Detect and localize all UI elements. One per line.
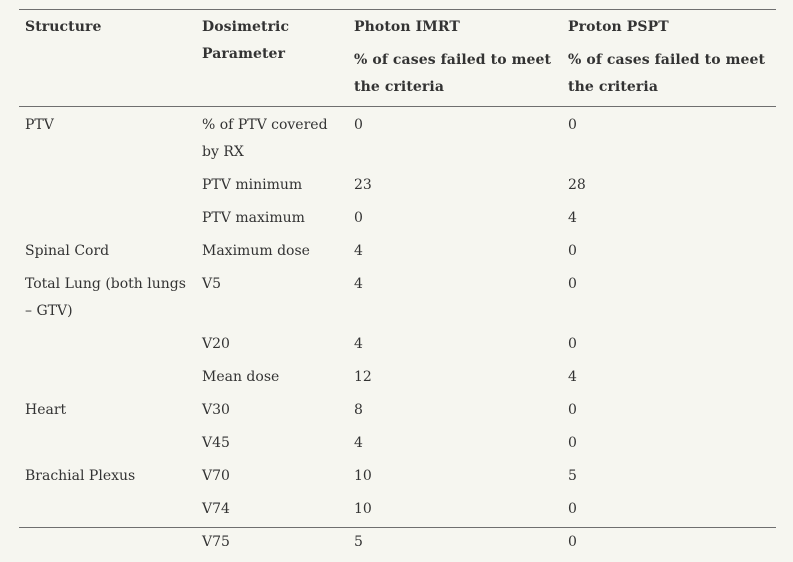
cell-pspt: 0 — [562, 271, 776, 331]
cell-imrt: 23 — [348, 172, 562, 205]
table-row: Heart V30 8 0 — [19, 397, 776, 430]
cell-pspt: 4 — [562, 205, 776, 238]
cell-imrt: 4 — [348, 271, 562, 331]
cell-parameter: % of PTV covered by RX — [196, 107, 348, 173]
table-row: Spinal Cord Maximum dose 4 0 — [19, 238, 776, 271]
header-pspt-title: Proton PSPT — [568, 14, 776, 41]
table-row: Brachial Plexus V70 10 5 — [19, 463, 776, 496]
header-structure-label: Structure — [25, 19, 102, 35]
header-imrt-title: Photon IMRT — [354, 14, 562, 41]
cell-parameter: PTV minimum — [196, 172, 348, 205]
table-row: PTV minimum 23 28 — [19, 172, 776, 205]
cell-pspt: 0 — [562, 430, 776, 463]
table-body: PTV % of PTV covered by RX 0 0 PTV minim… — [19, 107, 776, 562]
cell-parameter: V30 — [196, 397, 348, 430]
data-table: Structure Dosimetric Parameter Photon IM… — [19, 9, 776, 528]
cell-parameter: V75 — [196, 529, 348, 562]
cell-parameter: Mean dose — [196, 364, 348, 397]
cell-structure — [19, 430, 196, 463]
cell-imrt: 10 — [348, 496, 562, 529]
cell-imrt: 5 — [348, 529, 562, 562]
header-imrt-subtitle: % of cases failed to meet the criteria — [354, 47, 562, 101]
cell-structure: Heart — [19, 397, 196, 430]
cell-structure: Total Lung (both lungs – GTV) — [19, 271, 196, 331]
cell-parameter: V70 — [196, 463, 348, 496]
table-row: V20 4 0 — [19, 331, 776, 364]
table-row: V74 10 0 — [19, 496, 776, 529]
header-parameter-label: Dosimetric Parameter — [202, 19, 289, 62]
cell-structure: PTV — [19, 107, 196, 173]
cell-structure — [19, 172, 196, 205]
table-row: Mean dose 12 4 — [19, 364, 776, 397]
header-parameter: Dosimetric Parameter — [196, 10, 348, 107]
cell-pspt: 0 — [562, 331, 776, 364]
cell-imrt: 12 — [348, 364, 562, 397]
cell-structure: Brachial Plexus — [19, 463, 196, 496]
cell-imrt: 4 — [348, 430, 562, 463]
header-photon-imrt: Photon IMRT % of cases failed to meet th… — [348, 10, 562, 107]
cell-pspt: 4 — [562, 364, 776, 397]
cell-pspt: 5 — [562, 463, 776, 496]
cell-parameter: Maximum dose — [196, 238, 348, 271]
table-row: V75 5 0 — [19, 529, 776, 562]
cell-pspt: 28 — [562, 172, 776, 205]
table-header: Structure Dosimetric Parameter Photon IM… — [19, 10, 776, 107]
cell-structure: Spinal Cord — [19, 238, 196, 271]
table-row: PTV maximum 0 4 — [19, 205, 776, 238]
cell-imrt: 10 — [348, 463, 562, 496]
cell-parameter: PTV maximum — [196, 205, 348, 238]
cell-imrt: 0 — [348, 205, 562, 238]
cell-pspt: 0 — [562, 496, 776, 529]
cell-imrt: 8 — [348, 397, 562, 430]
cell-pspt: 0 — [562, 238, 776, 271]
table-row: V45 4 0 — [19, 430, 776, 463]
cell-structure — [19, 364, 196, 397]
cell-structure — [19, 331, 196, 364]
cell-pspt: 0 — [562, 397, 776, 430]
header-pspt-subtitle: % of cases failed to meet the criteria — [568, 47, 776, 101]
cell-imrt: 4 — [348, 331, 562, 364]
cell-parameter: V5 — [196, 271, 348, 331]
header-proton-pspt: Proton PSPT % of cases failed to meet th… — [562, 10, 776, 107]
cell-parameter: V45 — [196, 430, 348, 463]
cell-imrt: 4 — [348, 238, 562, 271]
cell-parameter: V74 — [196, 496, 348, 529]
cell-imrt: 0 — [348, 107, 562, 173]
cell-structure — [19, 529, 196, 562]
cell-structure — [19, 496, 196, 529]
cell-pspt: 0 — [562, 107, 776, 173]
cell-structure — [19, 205, 196, 238]
table-row: PTV % of PTV covered by RX 0 0 — [19, 107, 776, 173]
cell-parameter: V20 — [196, 331, 348, 364]
cell-pspt: 0 — [562, 529, 776, 562]
dosimetric-table: Structure Dosimetric Parameter Photon IM… — [19, 10, 776, 562]
table-row: Total Lung (both lungs – GTV) V5 4 0 — [19, 271, 776, 331]
header-row: Structure Dosimetric Parameter Photon IM… — [19, 10, 776, 107]
header-structure: Structure — [19, 10, 196, 107]
